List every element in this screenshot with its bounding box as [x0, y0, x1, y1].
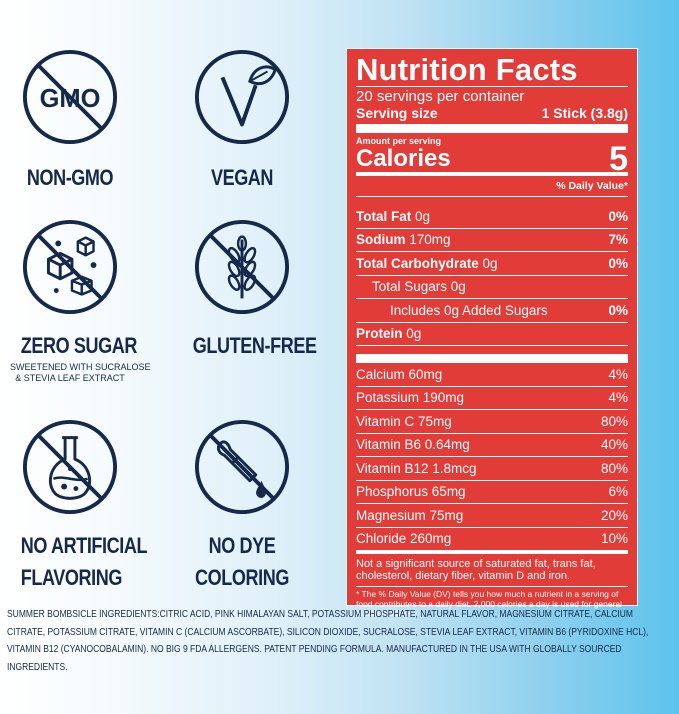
calories-row: Calories 5 — [356, 140, 628, 178]
vitamin-dv: 6% — [608, 484, 628, 500]
nutrient-dv: 0% — [608, 302, 628, 318]
nutrient-amount: 0g — [415, 208, 431, 224]
vitamin-name: Potassium 190mg — [356, 390, 465, 406]
nutrient-dv: 7% — [608, 232, 628, 248]
daily-value-footnote: * The % Daily Value (DV) tells you how m… — [356, 589, 623, 618]
badge-label: VEGAN — [210, 165, 274, 190]
vitamin-name: Magnesium 75mg — [356, 507, 464, 523]
serving-size-value: 1 Stick (3.8g) — [541, 105, 628, 121]
nutrient-name: Total Carbohydrate 0g — [356, 256, 498, 271]
nutrition-facts-panel: Nutrition Facts 20 servings per containe… — [346, 48, 638, 618]
vitamin-dv: 80% — [600, 413, 628, 429]
vitamin-row: Vitamin C 75mg 80% — [356, 410, 628, 434]
vitamin-name: Vitamin B6 0.64mg — [356, 437, 470, 453]
flask-icon — [22, 419, 118, 515]
vegan-icon — [194, 49, 290, 145]
nutrient-rows: Total Fat 0g 0% Sodium 170mg 7% Total Carboh… — [356, 205, 628, 346]
vitamin-rows: Calcium 60mg 4% Potassium 190mg 4% Vitamin C… — [356, 363, 628, 550]
nutrient-label: Total Fat — [356, 208, 412, 224]
badge-non-gmo: GMO NON-GMO — [10, 48, 130, 194]
nutrient-name: Total Fat 0g — [356, 209, 430, 224]
vitamin-dv: 10% — [600, 531, 628, 547]
nutrient-row: Total Sugars 0g — [356, 276, 628, 299]
vitamin-row: Vitamin B6 0.64mg 40% — [356, 434, 628, 457]
vitamin-name: Phosphorus 65mg — [356, 484, 466, 500]
badge-label: ZERO SUGAR — [20, 333, 138, 358]
badge-sublabel: & STEVIA LEAF EXTRACT — [15, 373, 125, 383]
vitamin-dv: 4% — [608, 390, 628, 406]
badge-no-artificial-flavoring: NO ARTIFICIAL FLAVORING — [10, 418, 148, 594]
vitamin-name: Chloride 260mg — [356, 531, 452, 547]
vitamin-row: Magnesium 75mg 20% — [356, 504, 628, 528]
badge-label: FLAVORING — [20, 565, 123, 590]
amount-per-serving: Amount per serving — [356, 136, 442, 146]
nutrient-amount: Includes 0g Added Sugars — [390, 302, 548, 318]
gmo-icon: GMO — [22, 49, 118, 145]
vitamin-name: Vitamin C 75mg — [356, 413, 452, 429]
badge-label: NO ARTIFICIAL — [20, 533, 148, 558]
badge-label: GLUTEN-FREE — [192, 333, 317, 358]
badge-vegan: VEGAN — [182, 48, 302, 194]
nutrient-row: Sodium 170mg 7% — [356, 229, 628, 252]
nutrient-name: Sodium 170mg — [356, 232, 451, 247]
nutrient-name: Includes 0g Added Sugars — [356, 303, 548, 318]
vitamin-dv: 40% — [600, 437, 628, 453]
nutrient-label: Total Carbohydrate — [356, 255, 479, 271]
not-significant-note: Not a significant source of saturated fa… — [356, 554, 628, 587]
nutrient-amount: 0g — [406, 326, 422, 342]
badge-sublabel: SWEETENED WITH SUCRALOSE — [10, 362, 151, 372]
nutrient-row: Total Carbohydrate 0g 0% — [356, 252, 628, 276]
ingredients-list: CITRIC ACID, PINK HIMALAYAN SALT, POTASS… — [7, 608, 649, 673]
daily-value-header: % Daily Value* — [356, 176, 628, 197]
nutrient-amount: 170mg — [409, 232, 451, 248]
nutrient-row: Includes 0g Added Sugars 0% — [356, 299, 628, 323]
vitamin-dv: 4% — [608, 366, 628, 382]
vitamin-row: Calcium 60mg 4% — [356, 363, 628, 387]
vitamin-name: Calcium 60mg — [356, 366, 443, 382]
serving-size-label: Serving size — [356, 105, 438, 121]
badge-zero-sugar: ZERO SUGAR SWEETENED WITH SUCRALOSE & ST… — [10, 218, 151, 384]
calories-value: 5 — [609, 140, 628, 178]
dropper-icon — [194, 419, 290, 515]
nutrient-name: Protein 0g — [356, 326, 421, 341]
badge-no-dye-coloring: NO DYE COLORING — [182, 418, 302, 594]
badge-label: NO DYE — [208, 533, 276, 558]
badge-label: NON-GMO — [26, 165, 114, 190]
wheat-icon — [194, 219, 290, 315]
badge-label: COLORING — [195, 565, 289, 590]
vitamin-row: Potassium 190mg 4% — [356, 387, 628, 410]
nutrient-dv: 0% — [608, 208, 628, 224]
badge-gluten-free: GLUTEN-FREE — [182, 218, 317, 362]
ingredients-heading: SUMMER BOMBSICLE INGREDIENTS: — [7, 608, 160, 620]
nutrient-row: Total Fat 0g 0% — [356, 205, 628, 229]
serving-size-row: Serving size 1 Stick (3.8g) — [356, 105, 628, 133]
ingredients-text: SUMMER BOMBSICLE INGREDIENTS:CITRIC ACID… — [7, 606, 671, 676]
vitamin-name: Vitamin B12 1.8mcg — [356, 460, 477, 476]
vitamin-row: Vitamin B12 1.8mcg 80% — [356, 457, 628, 481]
sugar-cubes-icon — [22, 219, 118, 315]
nutrient-dv: 0% — [608, 255, 628, 271]
vitamin-dv: 80% — [600, 460, 628, 476]
vitamin-row: Chloride 260mg 10% — [356, 528, 628, 551]
nutrient-name: Total Sugars 0g — [356, 279, 466, 294]
nutrient-amount: 0g — [482, 255, 498, 271]
servings-per-container: 20 servings per container — [356, 88, 525, 105]
vitamin-dv: 20% — [600, 507, 628, 523]
nutrient-row: Protein 0g — [356, 323, 628, 346]
nutrient-label: Protein — [356, 326, 403, 342]
nutrition-facts-title: Nutrition Facts — [356, 53, 628, 87]
vitamin-row: Phosphorus 65mg 6% — [356, 481, 628, 504]
nutrient-amount: Total Sugars 0g — [372, 279, 466, 295]
gmo-icon-text: GMO — [40, 85, 101, 113]
calories-label: Calories — [356, 145, 451, 172]
nutrient-label: Sodium — [356, 232, 406, 248]
